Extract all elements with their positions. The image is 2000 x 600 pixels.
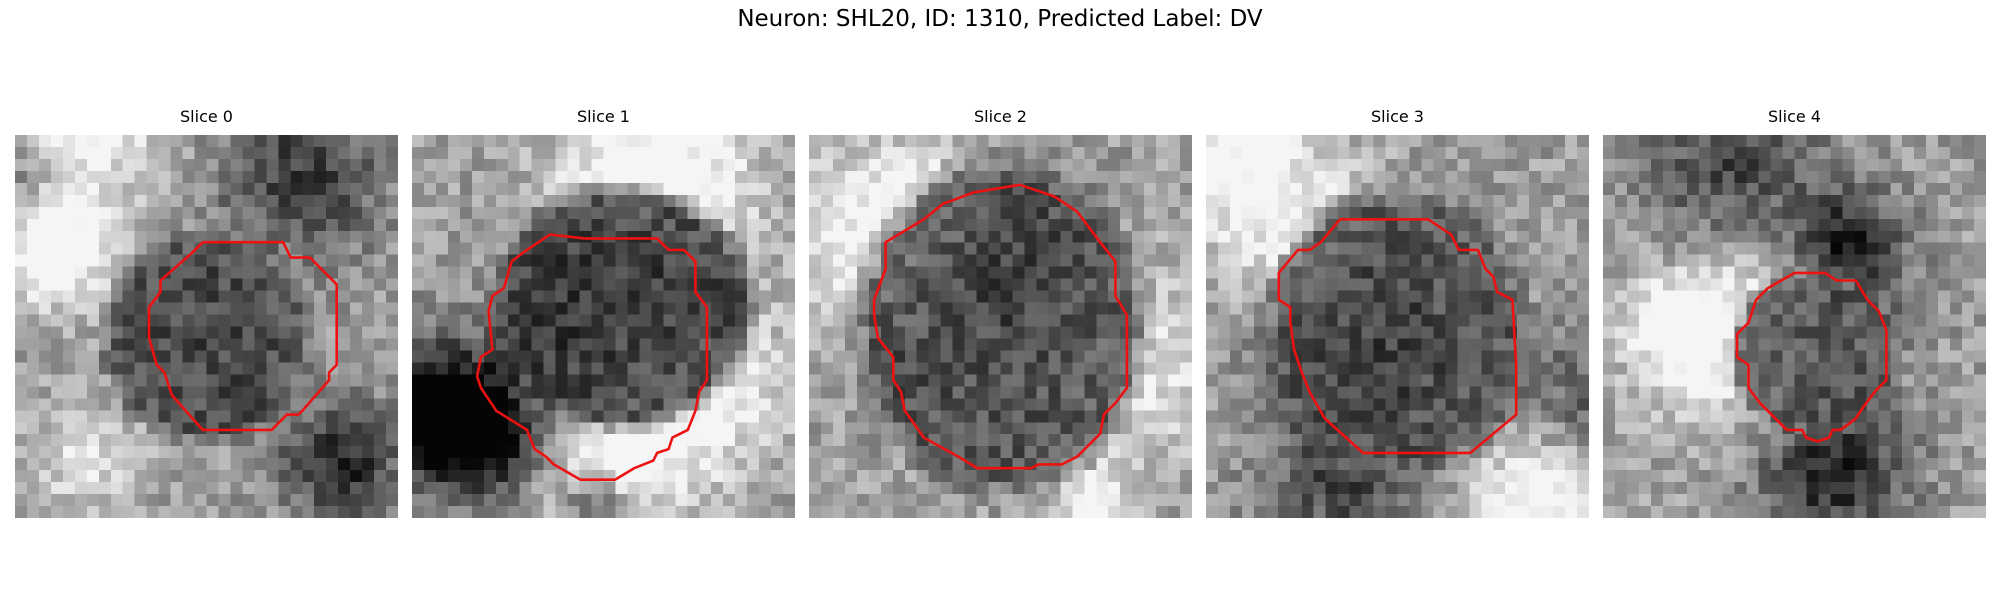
slice-image <box>809 135 1192 518</box>
figure-title: Neuron: SHL20, ID: 1310, Predicted Label… <box>737 6 1263 32</box>
pixel-grid <box>1206 135 1589 518</box>
pixel-grid <box>412 135 795 518</box>
cell-outline <box>872 183 1129 470</box>
slice-title: Slice 4 <box>1768 107 1821 126</box>
pixel-grid <box>809 135 1192 518</box>
slice-image <box>1603 135 1986 518</box>
slice-svg <box>1603 135 1986 518</box>
slice-image <box>1206 135 1589 518</box>
slice-image <box>412 135 795 518</box>
slice-title: Slice 1 <box>577 107 630 126</box>
slice-image <box>15 135 398 518</box>
cell-outline <box>1277 218 1518 455</box>
pixel-grid <box>15 135 398 518</box>
cell-outline <box>475 233 709 482</box>
slice-svg <box>1206 135 1589 518</box>
slice-svg <box>809 135 1192 518</box>
cell-outline <box>1735 271 1888 443</box>
slice-svg <box>15 135 398 518</box>
slice-title: Slice 2 <box>974 107 1027 126</box>
slice-title: Slice 0 <box>180 107 233 126</box>
pixel-grid <box>1603 135 1986 518</box>
cell-outline <box>147 240 339 432</box>
slice-title: Slice 3 <box>1371 107 1424 126</box>
slice-svg <box>412 135 795 518</box>
